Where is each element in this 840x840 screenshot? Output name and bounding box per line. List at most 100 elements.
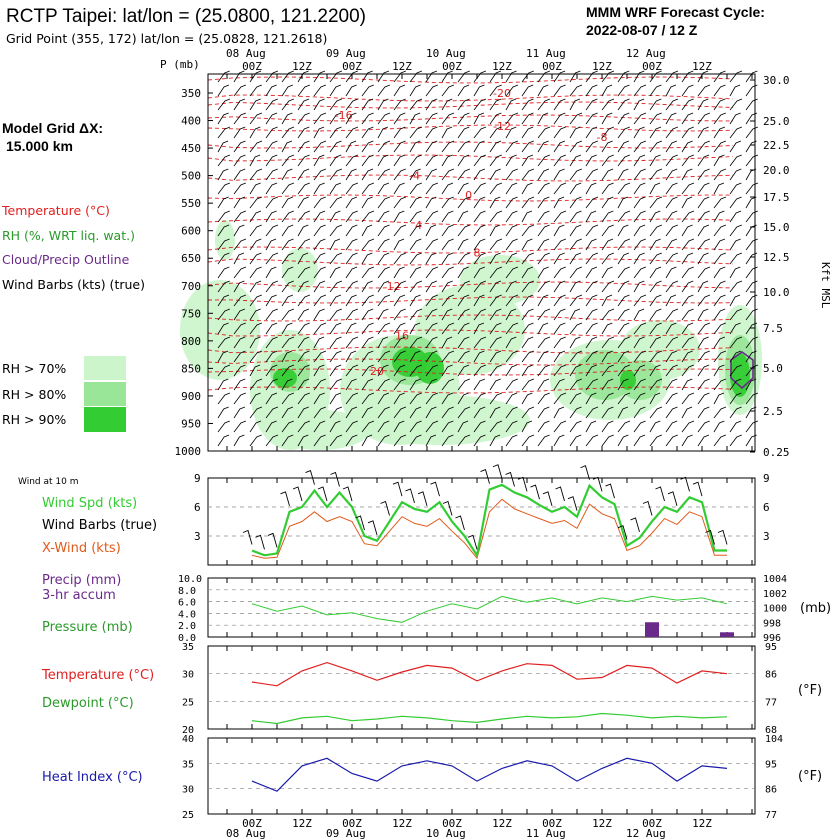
wind-barb	[713, 392, 725, 405]
wind-barb	[393, 378, 406, 391]
wind-speed-line	[251, 483, 727, 559]
wind-barb	[233, 224, 245, 237]
wind-barb	[329, 154, 342, 167]
wind-barb	[642, 500, 653, 516]
wind-barb	[249, 252, 262, 265]
pressure-tick-label: 1000	[175, 445, 202, 458]
wind-barb	[345, 434, 358, 447]
wind-barb	[489, 364, 502, 377]
date-label: 12 Aug	[626, 827, 666, 840]
wind-barb	[521, 364, 534, 377]
wind-barb	[521, 252, 535, 265]
wind-barb	[553, 98, 566, 111]
wind-barb	[345, 392, 359, 405]
wind-barb	[489, 350, 502, 363]
wind-barb	[297, 280, 309, 293]
wind-barb	[393, 406, 407, 419]
wind-barb	[441, 210, 454, 223]
wind-barb	[697, 210, 710, 223]
wind-barb	[489, 98, 502, 111]
wind-barb	[329, 238, 341, 251]
cross-section-panel: -20-16-12-8-4048121620350400450500550600…	[175, 70, 790, 459]
wind-barb	[249, 308, 261, 321]
wind-barb	[569, 266, 583, 279]
wind-barb	[393, 434, 407, 447]
wind-barb	[697, 182, 710, 195]
pressure-tick-label: 500	[181, 170, 201, 183]
wind-barb	[505, 266, 519, 279]
wind-barb	[665, 112, 677, 125]
wind-barb	[292, 486, 303, 502]
wind-barb	[521, 294, 534, 307]
wind-barb	[745, 336, 759, 349]
wind-barb	[633, 406, 646, 419]
wind-barb	[521, 154, 534, 167]
hour-label: 00Z	[542, 817, 562, 830]
y-tick-label: 68	[765, 725, 777, 736]
wind-barb	[617, 140, 630, 153]
wind-barb	[342, 486, 353, 502]
wind-barb	[233, 406, 246, 419]
wind-barb	[345, 140, 357, 153]
wind-barb	[393, 182, 405, 195]
wind-barb	[729, 378, 742, 391]
wind-barb	[553, 252, 565, 265]
wind-barb	[297, 392, 310, 405]
pressure-tick-label: 800	[181, 335, 201, 348]
wind-barb	[697, 308, 709, 321]
temp-contour-label: 16	[395, 329, 409, 342]
wind-barb	[697, 280, 709, 293]
wind-barb	[329, 434, 343, 447]
wind-barb	[617, 182, 631, 195]
precip-pressure-panel: 10.08.06.04.02.00.0 1004 1002 1000 998 996	[178, 574, 787, 644]
wind-barb	[217, 336, 231, 349]
wind-barb	[633, 280, 645, 293]
wind-barb	[313, 350, 327, 363]
wind-barb	[729, 224, 742, 237]
wind-barb	[492, 464, 503, 479]
wind-barb	[665, 378, 678, 391]
wind-barb	[681, 84, 694, 97]
wind-barb	[409, 112, 421, 125]
hour-label: 00Z	[242, 60, 262, 73]
wind-barb	[633, 420, 646, 433]
y-tick-label: 6	[763, 501, 770, 514]
wind-barb	[665, 126, 679, 139]
wind-barb	[585, 112, 598, 125]
wind-barb	[505, 112, 519, 125]
wind-barb	[249, 210, 262, 223]
wind-barb	[665, 294, 677, 307]
wind-barb	[697, 168, 710, 181]
wind-barb	[249, 364, 261, 377]
rh-area	[460, 255, 540, 305]
wind-barb	[569, 364, 582, 377]
wind-barb	[617, 392, 631, 405]
wind-barb	[409, 392, 422, 405]
hour-label: 12Z	[592, 60, 612, 73]
wind-barb	[377, 266, 390, 279]
y-tick-label: 35	[182, 642, 194, 653]
wind-barb	[489, 392, 503, 405]
wind-barb	[681, 140, 693, 153]
wind-barb	[649, 378, 663, 391]
wind-barb	[473, 378, 486, 391]
wind-barb	[521, 98, 534, 111]
wind-barb	[281, 210, 294, 223]
wind-barb	[665, 98, 679, 111]
wind-barb	[409, 154, 423, 167]
wind-barb	[745, 280, 758, 293]
wind-barb	[569, 294, 583, 307]
wind-barb	[361, 238, 375, 251]
wind-barb	[617, 525, 628, 540]
wind-barb	[489, 252, 501, 265]
wind-barb	[745, 126, 759, 139]
wind-barb	[425, 126, 438, 139]
wind-barb	[441, 112, 455, 125]
wind-barb	[681, 98, 694, 111]
wind-barb	[249, 434, 262, 447]
wind-barb	[345, 168, 357, 181]
wind-barb	[729, 266, 741, 279]
wind-barb	[713, 70, 726, 83]
wind-barb	[377, 224, 390, 237]
wind-barb	[697, 406, 710, 419]
